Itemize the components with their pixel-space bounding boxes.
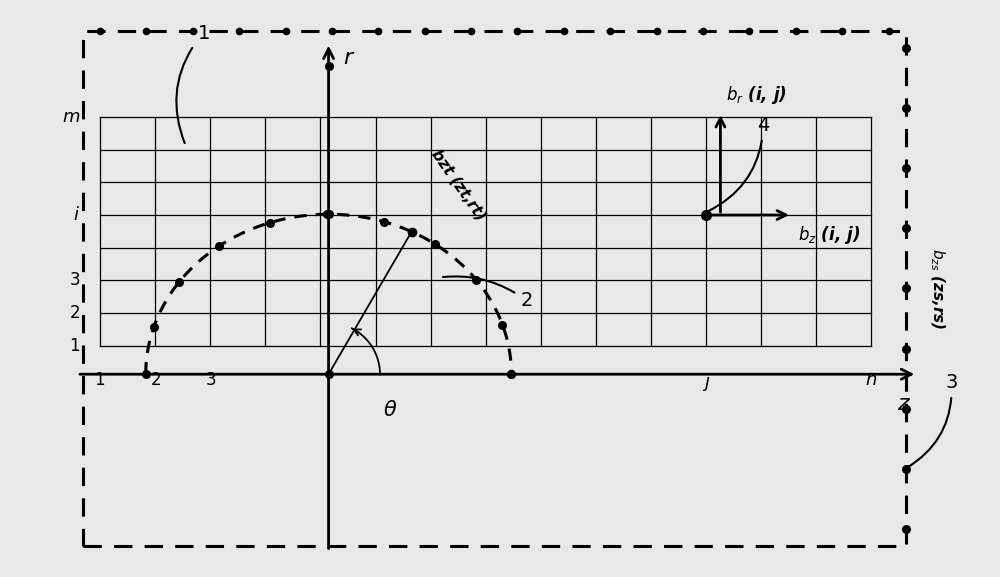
Text: $1$: $1$ [176, 24, 209, 143]
Text: $m$: $m$ [62, 108, 80, 126]
Text: $r$: $r$ [343, 48, 355, 69]
Text: $b_z$ (i, j): $b_z$ (i, j) [798, 224, 860, 246]
Text: $b_r$ (i, j): $b_r$ (i, j) [726, 84, 787, 106]
Text: $\theta$: $\theta$ [383, 400, 397, 420]
Text: $3$: $3$ [205, 372, 216, 389]
Text: $1$: $1$ [69, 336, 80, 355]
Text: $2$: $2$ [443, 276, 532, 310]
Text: $1$: $1$ [94, 372, 106, 389]
Text: $z$: $z$ [897, 394, 911, 414]
Text: $2$: $2$ [150, 372, 161, 389]
Text: $4$: $4$ [709, 116, 770, 211]
Text: $i$: $i$ [73, 206, 80, 224]
Text: $n$: $n$ [865, 372, 878, 389]
Text: $3$: $3$ [69, 271, 80, 289]
Text: $j$: $j$ [702, 372, 711, 394]
Text: $b_{zs}$ (zs,rs): $b_{zs}$ (zs,rs) [928, 248, 946, 329]
Text: bzt (zt,rt): bzt (zt,rt) [429, 147, 489, 223]
Text: $2$: $2$ [69, 304, 80, 322]
Text: $3$: $3$ [908, 373, 958, 467]
